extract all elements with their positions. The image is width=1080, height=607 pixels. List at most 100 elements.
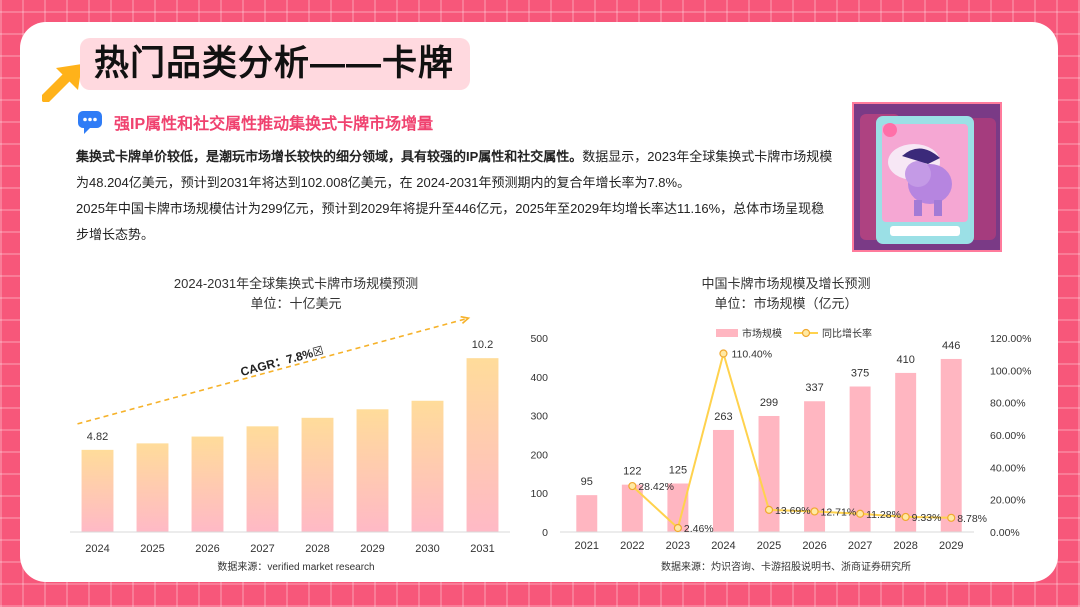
legend-bar-swatch bbox=[716, 329, 738, 337]
legend-line-marker bbox=[801, 328, 811, 338]
chart2-bar bbox=[849, 386, 871, 532]
chart2-y-left-tick: 500 bbox=[530, 333, 548, 345]
chart2-bar-label: 125 bbox=[669, 465, 687, 477]
chart2-y-right-tick: 120.00% bbox=[990, 333, 1031, 345]
chart2-y-left-tick: 200 bbox=[530, 449, 548, 461]
para-bold: 集换式卡牌单价较低，是潮玩市场增长较快的细分领域，具有较强的IP属性和社交属性。 bbox=[76, 149, 583, 164]
chart1-x-tick: 2031 bbox=[470, 543, 494, 555]
china-card-market-chart: 中国卡牌市场规模及增长预测 单位：市场规模（亿元） 市场规模 同比增长率 0 10… bbox=[530, 276, 1031, 573]
chart2-growth-label: 2.46% bbox=[684, 523, 714, 535]
section-subtitle: 强IP属性和社交属性推动集换式卡牌市场增量 bbox=[114, 116, 434, 133]
chart2-bar-label: 410 bbox=[896, 354, 914, 366]
chart2-subtitle: 单位：市场规模（亿元） bbox=[714, 296, 857, 311]
chart1-data-label: 4.82 bbox=[87, 431, 108, 443]
chart2-growth-point bbox=[719, 349, 728, 358]
description-text: 集换式卡牌单价较低，是潮玩市场增长较快的细分领域，具有较强的IP属性和社交属性。… bbox=[76, 144, 836, 248]
chart2-bar bbox=[712, 429, 734, 532]
chart2-x-tick: 2023 bbox=[666, 540, 690, 552]
chart1-bar bbox=[301, 417, 334, 532]
chart2-bar bbox=[621, 484, 643, 532]
chart1-bar bbox=[356, 409, 389, 532]
chart2-bar bbox=[940, 358, 962, 532]
chart2-y-right-tick: 60.00% bbox=[990, 430, 1026, 442]
card-photo bbox=[852, 102, 1002, 252]
chart2-x-tick: 2021 bbox=[575, 540, 599, 552]
chart2-y-right-tick: 100.00% bbox=[990, 365, 1031, 377]
cagr-annotation: CAGR：7.8%☒ bbox=[77, 315, 471, 425]
chart2-legend: 市场规模 同比增长率 bbox=[716, 327, 872, 340]
chart2-growth-label: 9.33% bbox=[912, 512, 942, 524]
chart2-bar bbox=[758, 415, 780, 532]
chart1-bar bbox=[466, 358, 499, 532]
chart1-x-tick: 2025 bbox=[140, 543, 164, 555]
arrow-icon bbox=[42, 64, 82, 102]
chart1-bar bbox=[246, 426, 279, 532]
chart2-growth-line bbox=[631, 349, 952, 530]
cagr-arrow-line bbox=[77, 317, 469, 425]
chart2-y-left-tick: 300 bbox=[530, 411, 548, 423]
chat-icon bbox=[78, 111, 102, 134]
chart2-growth-point bbox=[673, 523, 682, 533]
trading-card-image bbox=[854, 104, 1000, 250]
para-1: 数据显示，2023年全球集换式卡牌市场规模为48.204亿美元，预计到2031年… bbox=[76, 149, 833, 190]
chart2-bar bbox=[804, 401, 826, 532]
chart1-x-tick: 2030 bbox=[415, 543, 439, 555]
page-title: 热门品类分析——卡牌 bbox=[80, 38, 471, 90]
chart2-growth-label: 12.71% bbox=[821, 506, 857, 518]
chart2-growth-label: 13.69% bbox=[775, 505, 811, 517]
chart1-data-label: 10.2 bbox=[472, 339, 493, 351]
chart2-x-tick: 2026 bbox=[802, 540, 826, 552]
cagr-label: CAGR：7.8%☒ bbox=[239, 343, 325, 379]
chart2-bar-label: 263 bbox=[714, 411, 732, 423]
chart1-x-tick: 2029 bbox=[360, 543, 384, 555]
chart2-x-tick: 2028 bbox=[893, 540, 917, 552]
para-2: 2025年中国卡牌市场规模估计为299亿元，预计到2029年将提升至446亿元，… bbox=[76, 201, 825, 242]
chart2-growth-label: 11.28% bbox=[866, 509, 901, 521]
chart2-growth-point bbox=[764, 505, 774, 514]
chart2-bar-label: 299 bbox=[760, 397, 778, 409]
chart1-title: 2024-2031年全球集换式卡牌市场规模预测 bbox=[174, 276, 418, 291]
legend-line-label: 同比增长率 bbox=[822, 327, 872, 340]
chart2-bar bbox=[576, 495, 598, 532]
chart2-y-right-tick: 20.00% bbox=[990, 495, 1026, 507]
chart2-y-right-tick: 40.00% bbox=[990, 462, 1026, 474]
global-card-market-chart: 2024-2031年全球集换式卡牌市场规模预测 单位：十亿美元 2024 4.82… bbox=[70, 276, 510, 573]
chart2-bar-label: 337 bbox=[805, 382, 823, 394]
chart2-growth-point bbox=[947, 513, 956, 522]
chart1-bar bbox=[136, 443, 169, 532]
chart2-bar-label: 375 bbox=[851, 368, 869, 380]
chart2-y-right-tick: 0.00% bbox=[990, 527, 1020, 539]
chart2-y-left-tick: 100 bbox=[530, 488, 548, 500]
chart2-x-tick: 2027 bbox=[848, 540, 872, 552]
chart2-bar bbox=[667, 483, 689, 532]
chart1-bar bbox=[81, 449, 114, 532]
legend-bar-label: 市场规模 bbox=[742, 327, 782, 340]
chart2-bar-label: 446 bbox=[942, 340, 960, 352]
chart2-title: 中国卡牌市场规模及增长预测 bbox=[701, 276, 870, 291]
chart2-growth-point bbox=[901, 512, 910, 522]
chart2-source: 数据来源：灼识咨询、卡游招股说明书、浙商证券研究所 bbox=[661, 560, 911, 573]
chart2-x-tick: 2025 bbox=[757, 540, 781, 552]
chart2-growth-label: 8.78% bbox=[957, 513, 987, 525]
chart2-growth-point bbox=[810, 507, 819, 516]
chart1-bar bbox=[411, 400, 444, 532]
chart1-x-tick: 2028 bbox=[305, 543, 329, 555]
chart1-source: 数据来源：verified market research bbox=[217, 560, 374, 573]
chart1-x-tick: 2026 bbox=[195, 543, 219, 555]
chart1-x-tick: 2027 bbox=[250, 543, 274, 555]
chart2-growth-point bbox=[628, 481, 637, 491]
chart1-x-tick: 2024 bbox=[85, 543, 109, 555]
chart2-growth-point bbox=[856, 509, 865, 518]
chart2-y-left-tick: 400 bbox=[530, 372, 548, 384]
chart2-growth-label: 110.40% bbox=[731, 349, 772, 361]
chart2-y-right-tick: 80.00% bbox=[990, 398, 1026, 410]
chart2-y-left-tick: 0 bbox=[542, 527, 548, 539]
section-subtitle-row: 强IP属性和社交属性推动集换式卡牌市场增量 bbox=[76, 108, 433, 136]
chart2-x-tick: 2022 bbox=[620, 540, 644, 552]
chart2-x-tick: 2029 bbox=[939, 540, 963, 552]
cagr-arrow-head bbox=[460, 315, 471, 325]
chart2-bar-label: 122 bbox=[623, 466, 641, 478]
chart1-bar bbox=[191, 436, 224, 532]
chart2-growth-label: 28.42% bbox=[638, 481, 674, 493]
chart2-x-tick: 2024 bbox=[711, 540, 735, 552]
